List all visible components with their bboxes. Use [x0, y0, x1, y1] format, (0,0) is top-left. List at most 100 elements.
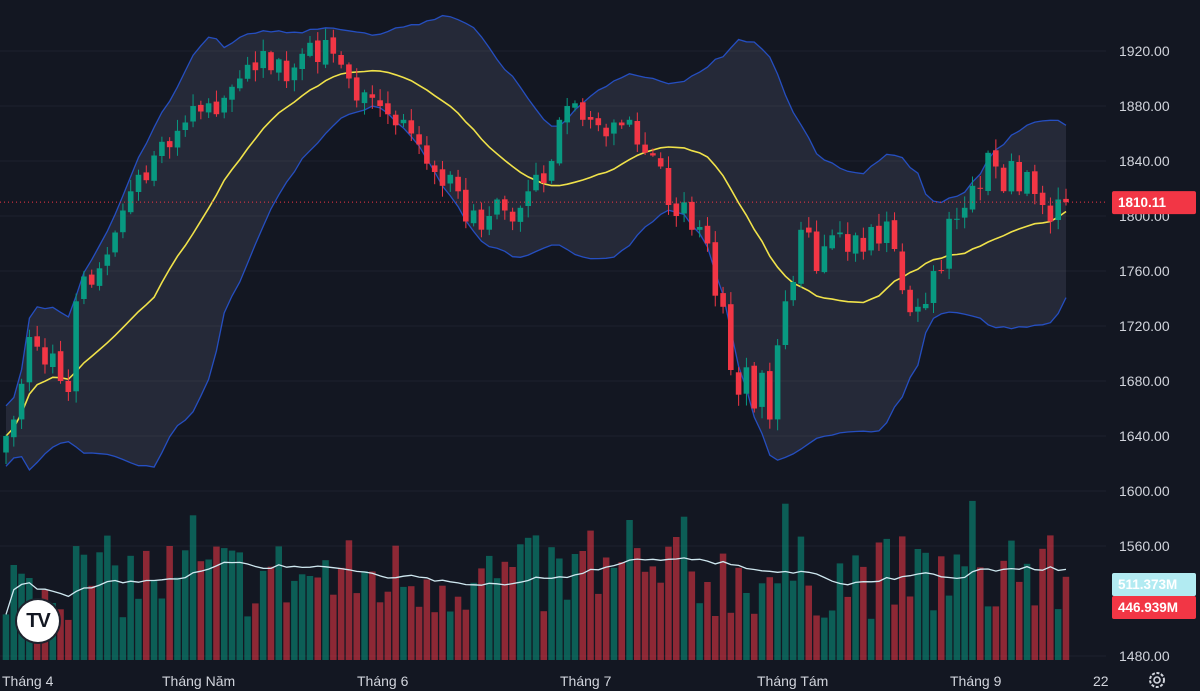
volume-bar: [649, 566, 657, 660]
volume-bar: [618, 562, 625, 660]
volume-bar: [704, 582, 711, 660]
candle: [1024, 170, 1030, 197]
axis-badges: 1810.11 511.373M 446.939M: [1112, 191, 1196, 619]
candle: [18, 378, 25, 429]
candle: [34, 325, 40, 351]
volume-bar: [65, 619, 72, 660]
volume-bar: [563, 599, 571, 660]
candle: [712, 231, 719, 307]
volume-bar: [938, 556, 945, 660]
volume-bar: [353, 593, 360, 660]
candle: [1008, 153, 1015, 195]
candle: [26, 329, 33, 392]
candle: [291, 63, 298, 92]
candle: [268, 50, 274, 75]
candle: [946, 211, 952, 280]
volume-bar: [205, 559, 212, 660]
candle: [657, 152, 664, 169]
tradingview-logo-icon[interactable]: TV: [17, 600, 59, 642]
volume-bar: [283, 602, 290, 660]
volume-ma-polyline: [5, 557, 1067, 615]
candle: [120, 203, 126, 239]
volume-bar: [906, 596, 914, 660]
time-tick-label: 22: [1093, 673, 1109, 689]
volume-bar: [337, 567, 345, 660]
price-tick-label: 1600.00: [1119, 483, 1170, 499]
volume-bar: [1047, 535, 1054, 660]
volume-bar: [509, 567, 516, 660]
volume-bar: [517, 544, 524, 660]
volume-bar: [867, 618, 875, 660]
candle: [837, 221, 843, 238]
candle: [922, 292, 929, 311]
time-tick-label: Tháng 4: [2, 673, 54, 689]
candle: [330, 29, 337, 63]
volume-bar: [72, 546, 80, 660]
volume-bar: [439, 585, 446, 660]
gear-icon[interactable]: [1147, 670, 1167, 690]
volume-bar: [493, 578, 501, 660]
candle: [860, 227, 867, 260]
volume-bar: [57, 609, 64, 660]
candle: [650, 148, 656, 157]
volume-bar: [673, 537, 680, 660]
volume-bar: [143, 550, 150, 660]
volume-bar: [127, 555, 134, 660]
candle: [1047, 197, 1054, 234]
volume-bar: [587, 530, 594, 660]
candle: [985, 150, 991, 196]
candle: [915, 298, 921, 322]
candle: [556, 117, 563, 166]
volume-bar: [626, 520, 633, 660]
candle: [361, 89, 368, 115]
candle: [42, 338, 48, 374]
volume-bar: [88, 585, 95, 660]
candle: [50, 344, 56, 374]
candle: [166, 137, 173, 159]
volume-bar: [291, 580, 298, 660]
candle: [81, 271, 87, 305]
volume-bar: [899, 536, 906, 660]
candle: [541, 165, 547, 193]
time-axis: Tháng 4 Tháng Năm Tháng 6 Tháng 7 Tháng Tám T…: [2, 673, 1109, 689]
candle: [665, 156, 672, 215]
candle: [1000, 164, 1007, 193]
volume-bar: [821, 617, 828, 660]
volume-bar: [657, 582, 664, 660]
candle: [377, 89, 383, 117]
volume-ma-badge: 511.373M: [1112, 573, 1196, 596]
volume-bar: [945, 595, 953, 660]
candle: [353, 68, 360, 108]
candle: [548, 159, 555, 184]
candle: [252, 51, 259, 82]
candle: [525, 179, 531, 218]
candle: [112, 230, 118, 257]
candle: [346, 62, 352, 89]
candle: [580, 98, 586, 127]
volume-bar: [532, 535, 540, 660]
volume-bar: [1039, 548, 1046, 660]
volume-bar: [953, 554, 961, 660]
volume-bar: [423, 579, 431, 660]
candle: [587, 111, 594, 129]
price-tick-label: 1560.00: [1119, 538, 1170, 554]
volume-bar: [236, 552, 243, 660]
candle: [899, 243, 906, 295]
candle: [876, 213, 882, 251]
candle: [696, 220, 703, 238]
candle: [751, 362, 757, 413]
candle: [73, 293, 79, 403]
volume-bar: [641, 571, 649, 660]
volume-bar: [805, 585, 812, 660]
candle: [852, 232, 859, 262]
candle: [182, 115, 189, 137]
candle: [533, 162, 539, 192]
volume-bar: [602, 557, 610, 660]
volume-bar: [1000, 560, 1007, 660]
volume-bar: [696, 603, 703, 660]
time-tick-label: Tháng 6: [357, 673, 409, 689]
candle: [424, 136, 430, 170]
volume-bar: [135, 598, 142, 660]
candle: [447, 171, 454, 192]
